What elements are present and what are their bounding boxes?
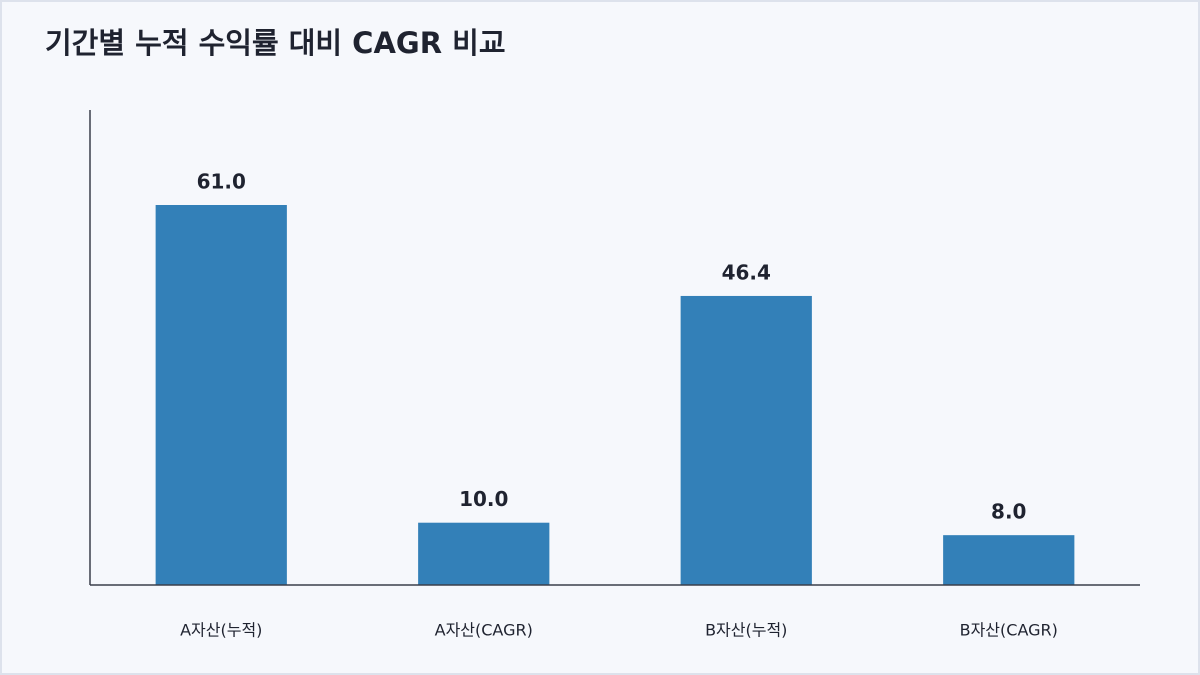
value-label: 61.0: [197, 170, 246, 194]
bar: [155, 205, 287, 585]
chart-title: 기간별 누적 수익률 대비 CAGR 비교: [45, 26, 506, 60]
x-tick-label: B자산(CAGR): [960, 621, 1058, 640]
bar: [680, 295, 812, 585]
x-tick-label: B자산(누적): [705, 621, 787, 640]
value-label: 8.0: [991, 500, 1026, 524]
x-tick-label: A자산(CAGR): [435, 621, 533, 640]
x-tick-label: A자산(누적): [180, 621, 262, 640]
bar: [418, 522, 550, 585]
value-label: 10.0: [459, 487, 508, 511]
value-label: 46.4: [722, 260, 771, 284]
bar: [943, 535, 1075, 585]
